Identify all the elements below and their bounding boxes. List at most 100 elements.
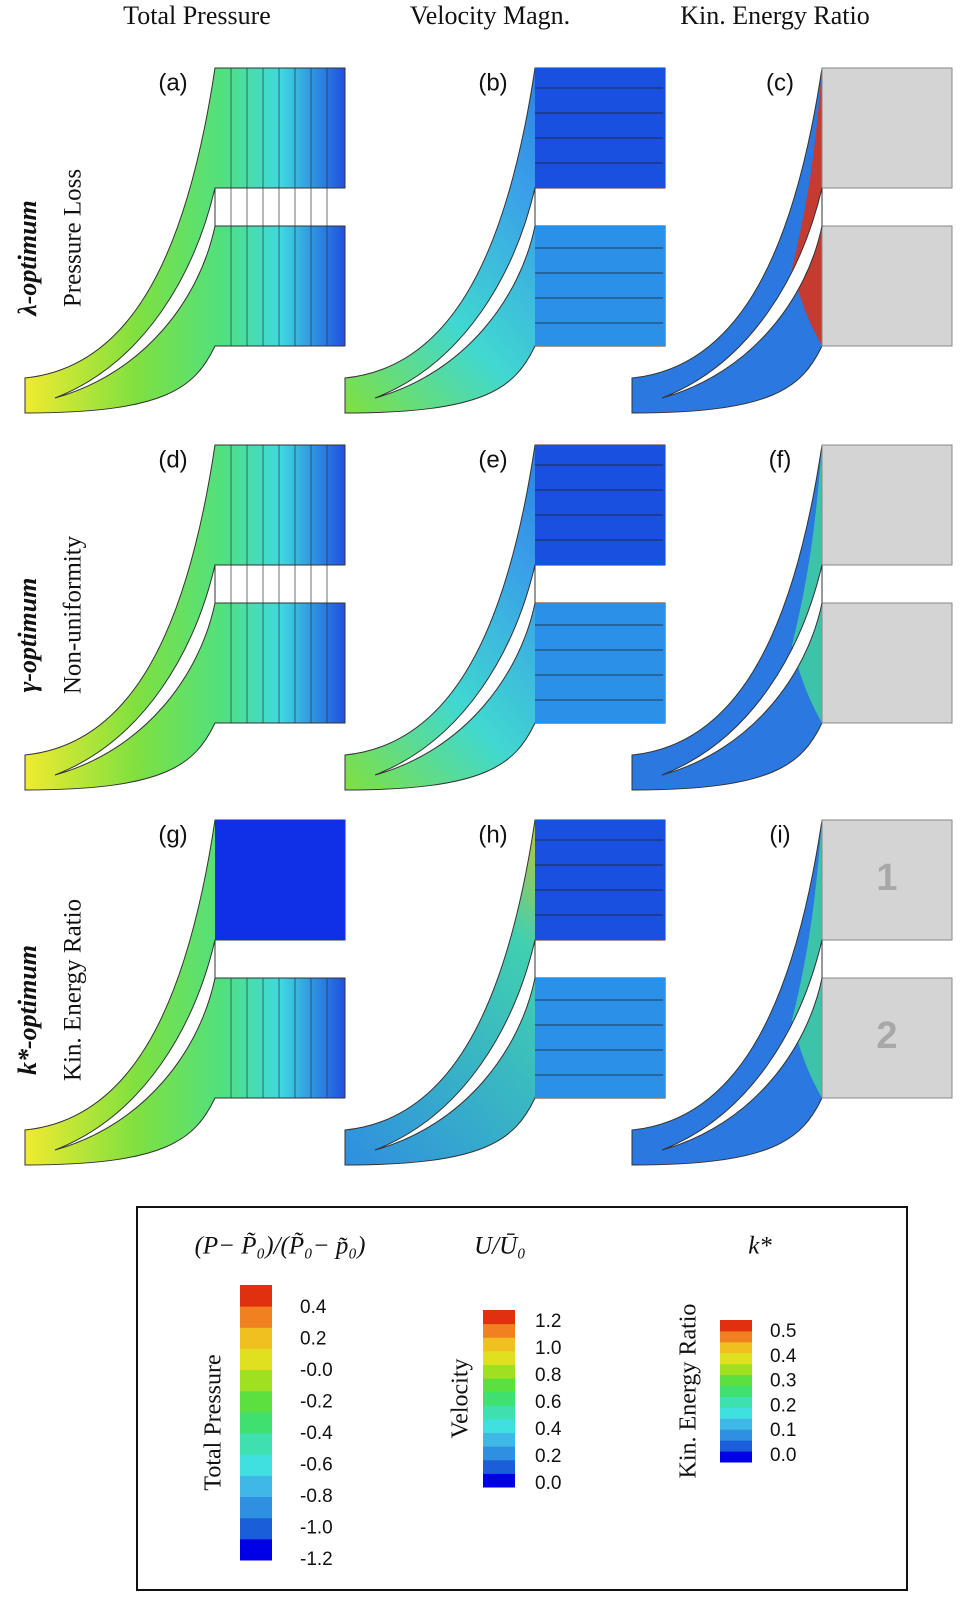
panel-label: (a) bbox=[158, 69, 187, 96]
row-objective: Kin. Energy Ratio bbox=[60, 899, 87, 1081]
colorbar-title: k* bbox=[748, 1233, 772, 1260]
contour-panel: (h) bbox=[344, 819, 666, 1166]
panel-label: (f) bbox=[769, 446, 792, 473]
colorbar-band bbox=[240, 1433, 272, 1455]
contour-panel: (a) bbox=[24, 67, 346, 414]
flow-field bbox=[24, 67, 346, 414]
panel-label: (g) bbox=[158, 821, 187, 848]
contour-panel: (c) bbox=[631, 67, 953, 414]
column-header: Total Pressure bbox=[123, 1, 271, 30]
outlet-field bbox=[215, 820, 345, 940]
separator bbox=[661, 187, 823, 399]
colorbar-tick: 0.4 bbox=[300, 1297, 327, 1318]
colorbar-band bbox=[720, 1374, 752, 1387]
outlet-field bbox=[535, 978, 665, 1098]
flow-field bbox=[24, 444, 346, 791]
row-name: λ-optimum bbox=[13, 200, 42, 317]
colorbar-tick: 1.0 bbox=[535, 1338, 561, 1359]
colorbar-title: (P− P̃₀)/(P̃₀− p̃₀) bbox=[195, 1233, 366, 1260]
colorbar-tick: -0.8 bbox=[300, 1486, 333, 1507]
colorbar-tick: 0.0 bbox=[770, 1445, 796, 1466]
panel-label: (h) bbox=[478, 821, 507, 848]
colorbar-band bbox=[483, 1364, 515, 1379]
separator bbox=[374, 187, 536, 399]
colorbar-tick: -0.4 bbox=[300, 1423, 333, 1444]
separator bbox=[374, 564, 536, 776]
panel-label: (i) bbox=[769, 821, 790, 848]
row-objective: Pressure Loss bbox=[60, 169, 87, 307]
colorbar-band bbox=[240, 1538, 272, 1561]
colorbar-tick: 0.1 bbox=[770, 1420, 796, 1441]
outlet-gray bbox=[821, 602, 953, 724]
colorbar-tick: -0.6 bbox=[300, 1455, 333, 1476]
colorbar-band bbox=[240, 1327, 272, 1349]
outlet-number: 2 bbox=[876, 1015, 897, 1057]
separator bbox=[54, 939, 216, 1151]
colorbar-band bbox=[483, 1432, 515, 1447]
colorbar-band bbox=[720, 1341, 752, 1354]
colorbar-title: U/Ū₀ bbox=[474, 1233, 526, 1260]
colorbar-band bbox=[720, 1320, 752, 1332]
colorbar-band bbox=[240, 1475, 272, 1498]
colorbar-band bbox=[720, 1352, 752, 1365]
colorbar-band bbox=[720, 1429, 752, 1441]
colorbar-band bbox=[720, 1407, 752, 1419]
row-name: k*-optimum bbox=[13, 945, 42, 1075]
colorbar-label: Total Pressure bbox=[201, 1354, 227, 1490]
colorbar-tick: 0.2 bbox=[300, 1329, 326, 1350]
panel-label: (b) bbox=[478, 69, 507, 96]
colorbar-tick: -1.0 bbox=[300, 1518, 333, 1539]
outlet-field bbox=[535, 820, 665, 940]
colorbar-band bbox=[483, 1446, 515, 1461]
outlet-gray bbox=[821, 444, 953, 566]
row-objective: Non-uniformity bbox=[60, 535, 87, 694]
outlet-field bbox=[535, 68, 665, 188]
colorbar-tick: -1.2 bbox=[300, 1549, 333, 1570]
colorbar-tick: 0.0 bbox=[535, 1473, 561, 1494]
outlet-gray bbox=[821, 67, 953, 189]
colorbar-band bbox=[720, 1396, 752, 1408]
colorbar-tick: 0.4 bbox=[535, 1419, 562, 1440]
row-name: γ-optimum bbox=[13, 578, 42, 693]
colorbar-label: Velocity bbox=[448, 1359, 474, 1439]
panel-label: (d) bbox=[158, 446, 187, 473]
colorbar-band bbox=[240, 1411, 272, 1434]
colorbar-band bbox=[240, 1390, 272, 1413]
legend-box bbox=[136, 1206, 908, 1591]
separator bbox=[661, 939, 823, 1151]
colorbar-band bbox=[483, 1391, 515, 1406]
colorbar-band bbox=[483, 1473, 515, 1488]
colorbar-band bbox=[720, 1385, 752, 1397]
colorbar-band bbox=[483, 1350, 515, 1365]
colorbar-tick: -0.0 bbox=[300, 1360, 333, 1381]
colorbar-tick: 0.2 bbox=[535, 1446, 561, 1467]
outlet-gray bbox=[821, 977, 953, 1099]
outlet-field bbox=[535, 445, 665, 565]
colorbar-band bbox=[483, 1418, 515, 1434]
separator bbox=[661, 564, 823, 776]
contour-panel: (b) bbox=[344, 67, 666, 414]
outlet-number: 1 bbox=[876, 857, 897, 899]
outlet-gray bbox=[821, 225, 953, 347]
colorbar-tick: 0.5 bbox=[770, 1321, 796, 1342]
separator bbox=[54, 187, 216, 399]
colorbar-band bbox=[240, 1285, 272, 1307]
colorbar-band bbox=[240, 1454, 272, 1476]
colorbar-band bbox=[720, 1418, 752, 1430]
colorbar-band bbox=[240, 1517, 272, 1540]
separator bbox=[374, 939, 536, 1151]
panel-label: (e) bbox=[478, 446, 507, 473]
colorbar-tick: 0.6 bbox=[535, 1392, 561, 1413]
colorbar-tick: 1.2 bbox=[535, 1311, 561, 1332]
outlet-gray bbox=[821, 819, 953, 941]
outlet-field bbox=[535, 603, 665, 723]
colorbar-tick: 0.2 bbox=[770, 1395, 796, 1416]
colorbar-tick: 0.4 bbox=[770, 1346, 797, 1367]
colorbar-band bbox=[720, 1330, 752, 1343]
colorbar-band bbox=[240, 1306, 272, 1328]
colorbar-band bbox=[240, 1496, 272, 1519]
column-header: Kin. Energy Ratio bbox=[680, 1, 869, 30]
outlet-field bbox=[535, 226, 665, 346]
colorbar-band bbox=[483, 1337, 515, 1352]
